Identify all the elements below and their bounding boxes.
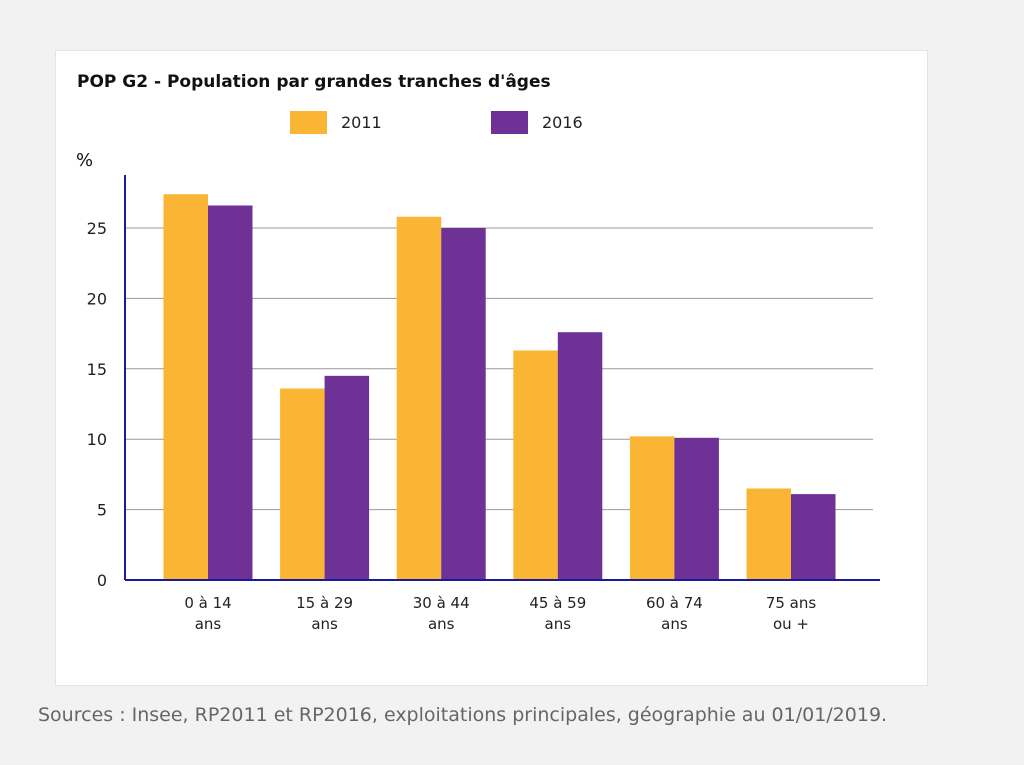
x-tick-label: 75 ans [766,594,817,612]
x-tick-label: ans [545,615,572,633]
legend-item-2011: 2011 [290,111,382,134]
y-tick-label: 0 [97,571,107,590]
bar-2016 [441,228,486,580]
x-tick-label: ans [661,615,688,633]
y-axis-label: % [76,150,94,171]
y-tick-label: 5 [97,501,107,520]
x-tick-label: 15 à 29 [296,594,353,612]
bar-2011 [163,194,208,580]
bar-2016 [557,332,603,580]
x-tick-label: ans [428,615,455,633]
x-tick-label: 60 à 74 [646,594,703,612]
bar-2011 [280,388,325,580]
legend-label: 2016 [542,113,583,132]
bar-2016 [208,205,253,581]
y-tick-label: 10 [87,430,107,449]
legend-label: 2011 [341,113,382,132]
x-tick-label: ans [195,615,222,633]
x-tick-label: 0 à 14 [184,594,231,612]
bar-2011 [746,488,791,580]
x-tick-label: ou + [773,615,809,633]
y-tick-label: 15 [87,360,107,379]
y-tick-label: 25 [87,219,107,238]
legend-swatch-2011 [290,111,327,134]
legend-item-2016: 2016 [491,111,583,134]
bar-2011 [513,350,558,580]
bar-2011 [629,436,675,580]
source-note: Sources : Insee, RP2011 et RP2016, explo… [38,704,888,726]
x-tick-label: ans [311,615,338,633]
bar-2016 [674,437,719,580]
bar-2016 [791,494,836,580]
x-tick-label: 45 à 59 [529,594,586,612]
bar-2016 [324,375,370,580]
chart-title: POP G2 - Population par grandes tranches… [77,72,551,92]
y-tick-label: 20 [87,289,107,308]
x-tick-label: 30 à 44 [413,594,470,612]
bar-2011 [396,216,442,580]
legend-swatch-2016 [491,111,528,134]
